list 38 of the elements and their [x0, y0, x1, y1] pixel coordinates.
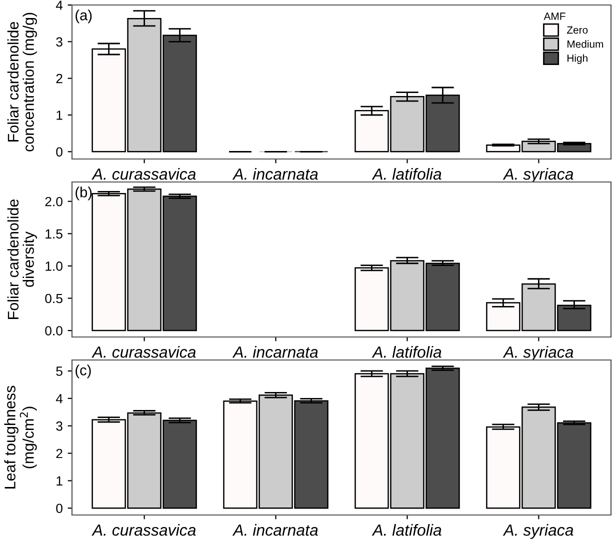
x-tick-label: A. syriaca [502, 346, 574, 361]
y-tick-label: 0.5 [45, 294, 62, 304]
y-axis-title: Foliar cardenolide concentration (mg/g) [7, 12, 37, 152]
legend-title: AMF [544, 12, 566, 20]
y-tick-label: 4 [56, 0, 63, 10]
y-tick-label: 4 [56, 394, 63, 404]
y-axis-title: Leaf toughness (mg/cm$^{2}$) [4, 386, 37, 488]
x-tick-label: A. latifolia [372, 346, 442, 358]
y-axis-title: Foliar cardenolide diversity [7, 199, 37, 319]
x-tick-label: A. curassavica [92, 168, 196, 180]
x-tick-label: A. latifolia [372, 168, 442, 180]
x-tick-label: A. latifolia [372, 524, 442, 536]
x-tick-label: A. syriaca [502, 524, 574, 539]
annotation: (c) [76, 364, 91, 378]
y-tick-label: 3 [56, 421, 62, 431]
y-tick-label: 2 [56, 74, 62, 84]
legend-label: Medium [568, 40, 604, 48]
x-tick-label: A. curassavica [92, 524, 196, 536]
y-tick-label: 2 [56, 448, 62, 458]
y-tick-label: 0.0 [45, 326, 62, 336]
x-tick-label: A. syriaca [502, 168, 574, 183]
y-tick-label: 1.0 [46, 262, 62, 271]
x-tick-label: A. incarnata [232, 346, 318, 358]
x-tick-label: A. incarnata [232, 168, 318, 180]
x-tick-label: A. curassavica [92, 346, 196, 358]
x-tick-label: A. incarnata [232, 524, 318, 536]
legend-label: Zero [566, 26, 588, 34]
y-tick-label: 1 [56, 476, 62, 486]
y-tick-label: 1 [56, 110, 62, 120]
y-tick-label: 5 [56, 366, 62, 376]
y-tick-label: 0 [56, 147, 62, 157]
annotation: (a) [76, 10, 92, 24]
y-tick-label: 1.5 [46, 229, 62, 239]
y-tick-label: 2.0 [45, 196, 62, 206]
annotation: (b) [76, 186, 92, 200]
legend-label: High [568, 54, 588, 64]
y-tick-label: 0 [56, 504, 62, 514]
y-tick-label: 3 [56, 37, 62, 47]
